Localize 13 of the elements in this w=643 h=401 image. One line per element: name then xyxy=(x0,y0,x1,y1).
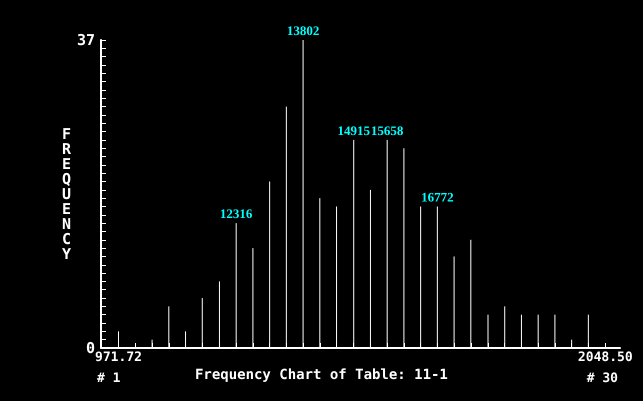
annotation: 14915 xyxy=(337,122,370,138)
annotation: 13802 xyxy=(286,23,320,38)
x-tick-label: 2048.50 xyxy=(578,350,633,365)
y-tick-label: 37 xyxy=(76,31,95,49)
annotation: 12316 xyxy=(220,206,253,222)
text: # 30 xyxy=(586,371,618,386)
annotation: 15658 xyxy=(370,122,404,138)
x-tick-label: 971.72 xyxy=(95,350,142,365)
text: FREQUENCY xyxy=(62,125,72,263)
y-tick-label: 0 xyxy=(86,339,95,357)
text: # 1 xyxy=(97,371,121,386)
text: Frequency Chart of Table: 11-1 xyxy=(195,367,448,383)
annotation: 16772 xyxy=(421,189,454,204)
